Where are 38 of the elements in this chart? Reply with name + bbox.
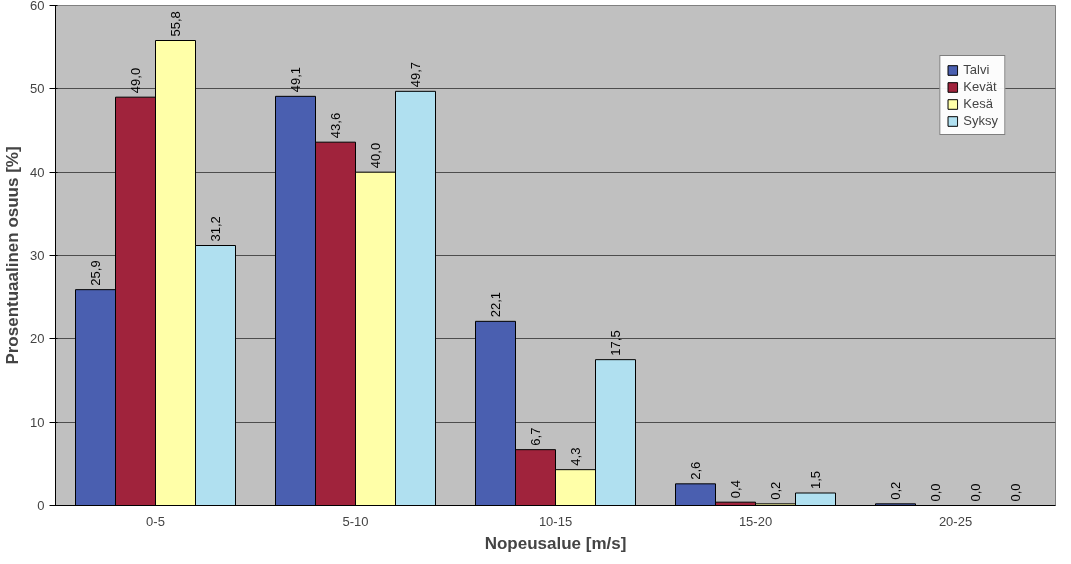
data-label: 49,1: [288, 67, 303, 93]
data-label: 22,1: [488, 292, 503, 318]
data-label: 2,6: [688, 461, 703, 480]
y-tick-label: 40: [30, 164, 45, 180]
y-tick-label: 10: [30, 414, 45, 430]
x-tick-label: 5-10: [342, 513, 369, 529]
data-label: 25,9: [88, 260, 103, 286]
y-tick-label: 0: [37, 498, 45, 513]
y-axis-title: Prosentuaalinen osuus [%]: [3, 146, 23, 365]
y-tick-label: 30: [30, 248, 45, 263]
y-tick-label: 60: [30, 0, 45, 13]
data-label: 43,6: [328, 112, 343, 139]
data-label: 17,5: [608, 330, 623, 356]
data-label: 0,4: [728, 480, 743, 499]
x-tick-label: 10-15: [538, 513, 573, 529]
data-label: 6,7: [528, 427, 543, 446]
data-label: 0,2: [768, 481, 783, 500]
data-label: 0,0: [968, 483, 983, 502]
legend-label: Talvi: [963, 62, 990, 77]
x-tick-label: 15-20: [738, 513, 773, 529]
legend-label: Syksy: [963, 113, 998, 128]
data-label: 40,0: [368, 142, 383, 169]
data-label: 0,0: [1008, 483, 1023, 502]
x-tick-label: 0-5: [146, 513, 165, 529]
data-label: 55,8: [168, 11, 183, 37]
data-label: 0,0: [928, 483, 943, 502]
data-label: 49,0: [128, 67, 143, 94]
x-tick-label: 20-25: [938, 513, 973, 529]
legend-label: Kevät: [963, 79, 997, 94]
x-axis-title: Nopeusalue [m/s]: [484, 533, 627, 553]
y-tick-label: 20: [30, 331, 45, 347]
legend-label: Kesä: [963, 96, 993, 111]
data-label: 4,3: [568, 447, 583, 466]
data-label: 1,5: [808, 470, 823, 489]
y-tick-label: 50: [30, 81, 45, 97]
data-label: 31,2: [208, 216, 223, 242]
data-label: 0,2: [888, 481, 903, 500]
data-label: 49,7: [408, 62, 423, 88]
